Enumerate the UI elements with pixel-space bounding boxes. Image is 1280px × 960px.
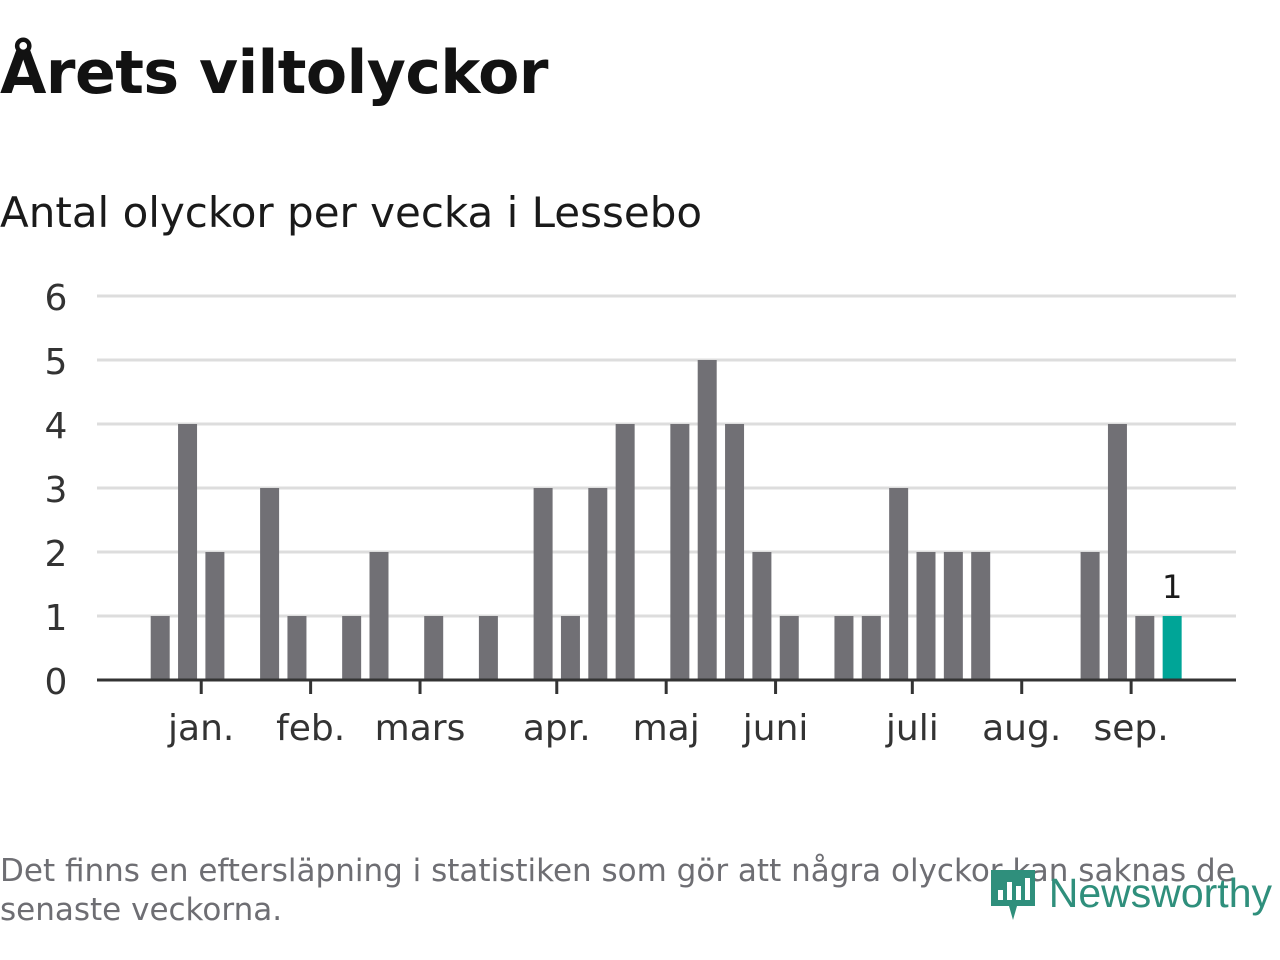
bar-week-3 (150, 616, 170, 680)
data-label-highlight: 1 (1162, 568, 1182, 606)
chart-subtitle: Antal olyckor per vecka i Lessebo (0, 188, 703, 237)
bar-week-18 (560, 616, 580, 680)
x-tick-label-juni: juni (742, 708, 809, 749)
y-tick-label-4: 4 (45, 406, 68, 447)
bar-week-31 (916, 552, 936, 680)
y-tick-label-2: 2 (45, 534, 68, 575)
y-tick-label-6: 6 (45, 278, 68, 319)
bar-week-23 (697, 360, 717, 680)
x-tick-label-feb.: feb. (276, 708, 345, 749)
x-tick-label-mars: mars (375, 708, 466, 749)
bar-week-4 (178, 424, 198, 680)
bar-week-25 (752, 552, 772, 680)
x-tick-label-apr.: apr. (523, 708, 591, 749)
bar-week-39 (1135, 616, 1155, 680)
bar-week-33 (971, 552, 991, 680)
bar-week-17 (533, 488, 553, 680)
newsworthy-logo-icon (990, 870, 1035, 920)
bar-week-15 (478, 616, 498, 680)
x-tick-label-jan.: jan. (167, 708, 234, 749)
bar-week-37 (1080, 552, 1100, 680)
bar-week-28 (834, 616, 854, 680)
y-tick-label-3: 3 (45, 470, 68, 511)
x-tick-label-aug.: aug. (982, 708, 1061, 749)
y-tick-label-1: 1 (45, 598, 68, 639)
y-tick-label-0: 0 (45, 662, 68, 703)
bar-week-7 (260, 488, 280, 680)
bar-week-38 (1107, 424, 1127, 680)
bar-week-10 (342, 616, 362, 680)
bar-week-8 (287, 616, 307, 680)
bar-week-26 (779, 616, 799, 680)
brand-logo: Newsworthy (987, 862, 1272, 924)
bar-chart: 0 1 2 3 4 5 6 1 jan. feb. mars apr. maj juni juli aug. s… (45, 278, 1236, 749)
x-tick-label-juli: juli (885, 708, 939, 749)
bar-week-24 (725, 424, 745, 680)
brand-name: Newsworthy (1048, 869, 1272, 916)
bar-week-22 (670, 424, 690, 680)
chart-title: Årets viltolyckor (0, 38, 549, 108)
bar-week-13 (424, 616, 444, 680)
x-tick-label-sep.: sep. (1094, 708, 1169, 749)
bar-week-29 (861, 616, 881, 680)
bar-week-19 (588, 488, 608, 680)
bar-week-11 (369, 552, 389, 680)
y-tick-label-5: 5 (45, 342, 68, 383)
bar-week-40 (1162, 616, 1182, 680)
x-tick-label-maj: maj (633, 708, 700, 749)
bar-week-32 (943, 552, 963, 680)
bar-week-20 (615, 424, 635, 680)
bar-week-30 (889, 488, 909, 680)
bar-week-5 (205, 552, 225, 680)
